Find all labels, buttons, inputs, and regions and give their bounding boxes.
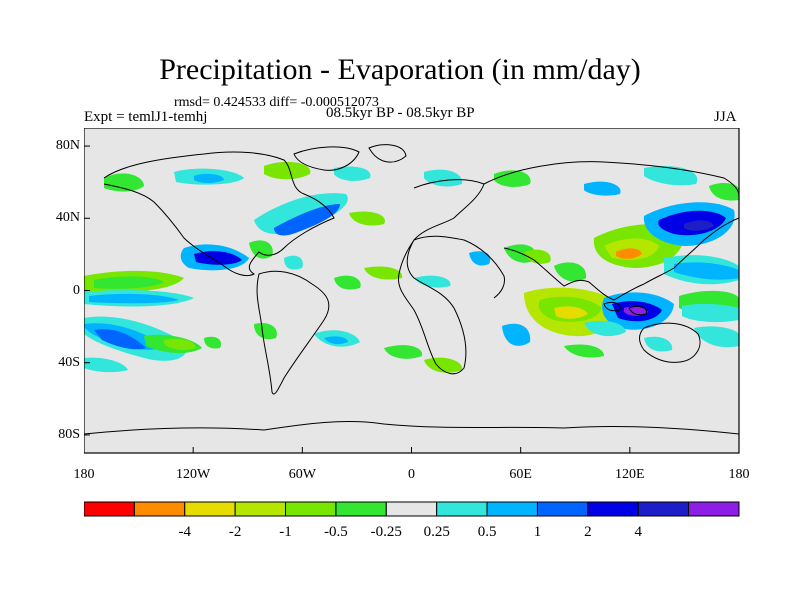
colorbar-swatch xyxy=(133,501,186,517)
lon-tick-label: 180 xyxy=(73,467,95,482)
colorbar-label: 0.5 xyxy=(478,524,497,540)
colorbar-swatch xyxy=(385,501,438,517)
colorbar-swatch xyxy=(536,501,589,517)
lat-tick-label: 80S xyxy=(58,426,80,442)
lon-tick-label: 60W xyxy=(288,467,316,482)
lon-tick-label: 120E xyxy=(615,467,645,482)
colorbar-swatch xyxy=(486,501,538,517)
stats-label: rmsd= 0.424533 diff= -0.000512073 xyxy=(174,95,379,110)
lat-tick-label: 40S xyxy=(58,354,80,370)
colorbar-label: -1 xyxy=(279,524,292,540)
map-plot xyxy=(84,128,740,454)
colorbar-swatch xyxy=(84,501,135,517)
colorbar: -4 -2 -1 -0.5 -0.25 0.25 0.5 1 2 4 xyxy=(84,501,740,540)
colorbar-swatch xyxy=(688,501,740,517)
lat-tick-label: 0 xyxy=(73,282,80,298)
experiment-label: Expt = temlJ1-temhj xyxy=(84,109,208,125)
axis-ticks xyxy=(84,145,740,453)
colorbar-label: 0.25 xyxy=(424,524,450,540)
lon-tick-label: 180 xyxy=(728,467,750,482)
colorbar-swatch xyxy=(587,501,639,517)
colorbar-label: -4 xyxy=(179,524,192,540)
colorbar-label: 1 xyxy=(534,524,542,540)
period-label: 08.5kyr BP - 08.5kyr BP xyxy=(326,105,475,121)
colorbar-label: 2 xyxy=(584,524,592,540)
colorbar-swatch xyxy=(335,501,387,517)
lon-tick-label: 60E xyxy=(509,467,532,482)
colorbar-label: -2 xyxy=(229,524,242,540)
lon-tick-label: 0 xyxy=(408,467,415,482)
colorbar-swatch xyxy=(285,501,337,517)
colorbar-label: -0.25 xyxy=(371,524,402,540)
map-title: Precipitation - Evaporation (in mm/day) xyxy=(159,53,641,86)
lon-tick-label: 120W xyxy=(176,467,211,482)
precip-evap-field xyxy=(84,161,739,373)
colorbar-swatch xyxy=(637,501,690,517)
lat-tick-label: 80N xyxy=(55,138,80,154)
colorbar-swatch xyxy=(436,501,488,517)
season-label: JJA xyxy=(714,109,737,125)
coastlines xyxy=(84,144,739,435)
colorbar-label: -0.5 xyxy=(324,524,348,540)
colorbar-swatch xyxy=(234,501,287,517)
colorbar-swatch xyxy=(184,501,236,517)
colorbar-label: 4 xyxy=(634,524,642,540)
lat-tick-label: 40N xyxy=(55,210,80,226)
